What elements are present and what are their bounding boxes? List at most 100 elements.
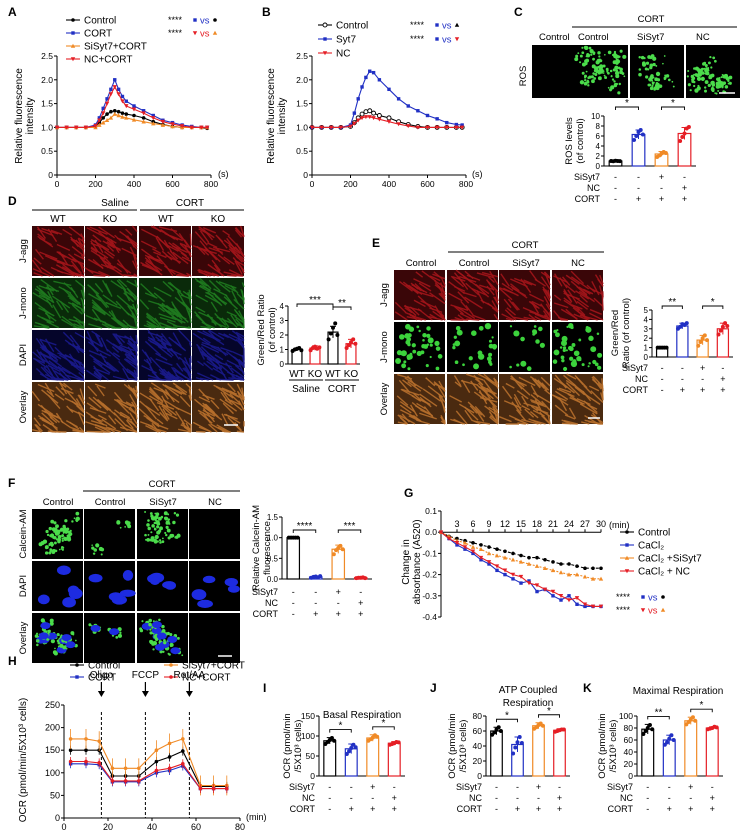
- signal-dot: [587, 84, 590, 87]
- signal-dot: [560, 340, 568, 347]
- fiber-mark: [98, 425, 111, 433]
- data-point: [151, 116, 156, 121]
- legend-marker: [70, 43, 76, 48]
- column-label: KO: [211, 214, 226, 225]
- fiber-mark: [89, 226, 108, 236]
- signal-dot: [672, 85, 675, 88]
- micrograph-ros-cort: [574, 45, 628, 98]
- fiber-mark: [513, 397, 522, 412]
- fiber-mark: [406, 375, 417, 387]
- fiber-mark: [589, 287, 604, 296]
- fiber-mark: [182, 290, 192, 298]
- fiber-mark: [438, 393, 446, 403]
- fiber-mark: [534, 313, 551, 321]
- signal-dot: [653, 86, 657, 89]
- fiber-mark: [93, 365, 103, 378]
- signal-dot: [452, 345, 456, 350]
- fiber-mark: [154, 317, 163, 329]
- fiber-mark: [125, 419, 134, 430]
- data-point: [396, 97, 401, 101]
- signal-dot: [638, 68, 642, 71]
- fiber-mark: [218, 366, 228, 380]
- micrograph-d-blue: [32, 330, 85, 381]
- fiber-mark: [399, 409, 416, 418]
- condition-sign: -: [646, 782, 649, 792]
- fiber-mark: [64, 354, 82, 364]
- condition-sign: -: [660, 183, 663, 193]
- bar: [387, 742, 401, 777]
- nucleus: [65, 641, 76, 649]
- fiber-mark: [236, 254, 245, 263]
- y-tick-label: 2.0: [296, 75, 308, 85]
- signal-dot: [88, 623, 92, 627]
- data-point: [527, 555, 531, 560]
- fiber-mark: [414, 283, 425, 293]
- fiber-mark: [91, 308, 102, 323]
- signal-dot: [591, 64, 596, 69]
- condition-sign: -: [614, 194, 617, 204]
- signal-dot: [42, 539, 48, 544]
- fiber-mark: [208, 329, 225, 340]
- legend-marker: [624, 555, 630, 560]
- signal-dot: [468, 356, 473, 361]
- fiber-mark: [46, 389, 55, 398]
- fiber-mark: [227, 383, 236, 393]
- significance-bracket: [372, 726, 395, 730]
- row-label-nc: NC: [635, 374, 648, 384]
- fiber-mark: [511, 301, 520, 311]
- fiber-mark: [42, 424, 54, 433]
- fiber-mark: [501, 313, 515, 321]
- signal-dot: [658, 84, 663, 89]
- fiber-mark: [576, 397, 591, 406]
- signal-dot: [664, 74, 667, 77]
- fiber-mark: [575, 376, 584, 386]
- fiber-mark: [425, 377, 436, 387]
- signal-dot: [710, 66, 713, 69]
- signal-dot: [435, 366, 440, 371]
- data-point: [225, 786, 229, 791]
- significance-bracket: [661, 106, 685, 110]
- fiber-mark: [449, 395, 462, 403]
- data-point: [105, 112, 109, 116]
- fiber-mark: [194, 398, 206, 409]
- fiber-mark: [127, 274, 138, 277]
- fiber-mark: [203, 270, 219, 277]
- bar: [553, 729, 566, 777]
- signal-dot: [584, 59, 588, 63]
- fiber-mark: [495, 290, 499, 302]
- fiber-mark: [469, 405, 478, 414]
- fiber-mark: [400, 388, 415, 398]
- y-tick-label: 10: [591, 112, 600, 121]
- micrograph-f-calcein: [137, 509, 188, 559]
- fiber-mark: [167, 309, 175, 316]
- signal-dot: [691, 80, 695, 83]
- data-point: [643, 729, 648, 733]
- data-point: [487, 545, 491, 549]
- signal-dot: [165, 533, 168, 537]
- data-point: [561, 727, 566, 732]
- fiber-mark: [499, 416, 512, 423]
- y-tick-label: 1.5: [296, 99, 308, 109]
- signal-dot: [437, 354, 443, 359]
- fiber-mark: [556, 388, 575, 398]
- signal-dot: [161, 624, 165, 629]
- y-tick-label: 0: [596, 162, 601, 171]
- fiber-mark: [565, 284, 576, 294]
- signal-dot: [574, 57, 579, 62]
- micrograph-bg: [532, 45, 582, 98]
- fiber-mark: [223, 296, 239, 310]
- fiber-mark: [575, 290, 590, 300]
- signal-dot: [651, 81, 654, 84]
- micrograph-d-overlay: [138, 382, 192, 433]
- fiber-mark: [566, 373, 577, 380]
- signal-dot: [74, 639, 77, 642]
- fiber-mark: [234, 260, 243, 275]
- data-point: [181, 761, 185, 766]
- fiber-mark: [234, 309, 242, 319]
- signal-dot: [593, 77, 597, 80]
- signal-dot: [175, 513, 180, 517]
- micrograph-f-dapi: [84, 561, 136, 611]
- fiber-mark: [66, 390, 79, 405]
- data-point: [641, 732, 646, 736]
- signal-dot: [422, 339, 425, 342]
